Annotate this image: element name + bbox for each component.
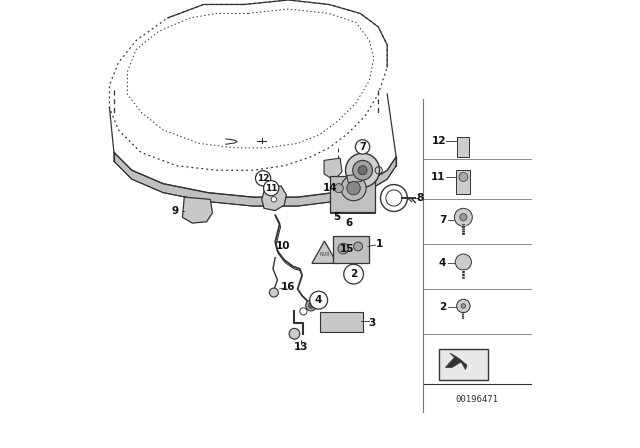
Text: 12: 12 <box>432 136 446 146</box>
Circle shape <box>353 160 372 180</box>
Circle shape <box>353 242 362 251</box>
Text: 10: 10 <box>276 241 291 251</box>
Polygon shape <box>114 152 396 206</box>
Circle shape <box>461 304 466 308</box>
Text: 00196471: 00196471 <box>455 395 499 404</box>
Text: 7: 7 <box>359 142 366 152</box>
FancyBboxPatch shape <box>456 170 470 194</box>
Text: 9: 9 <box>172 206 179 215</box>
Circle shape <box>255 171 271 186</box>
Circle shape <box>454 208 472 226</box>
Polygon shape <box>262 186 287 211</box>
FancyBboxPatch shape <box>319 312 362 332</box>
Polygon shape <box>312 241 337 263</box>
Circle shape <box>341 176 366 201</box>
Text: 3: 3 <box>369 318 376 327</box>
Text: 5: 5 <box>333 212 340 222</box>
FancyBboxPatch shape <box>333 236 369 263</box>
Text: 11: 11 <box>265 184 277 193</box>
Text: 1: 1 <box>376 239 383 249</box>
Polygon shape <box>182 197 212 223</box>
Circle shape <box>338 243 349 254</box>
Circle shape <box>346 153 380 187</box>
FancyBboxPatch shape <box>439 349 488 380</box>
Text: 11: 11 <box>431 172 445 182</box>
Text: 15: 15 <box>340 244 354 254</box>
Circle shape <box>347 181 360 195</box>
Circle shape <box>306 300 316 311</box>
Circle shape <box>460 214 467 221</box>
Text: 12: 12 <box>257 174 269 183</box>
Text: 16: 16 <box>280 282 295 292</box>
Circle shape <box>459 172 468 181</box>
Text: 4: 4 <box>315 295 323 305</box>
Text: 7: 7 <box>439 215 446 224</box>
FancyBboxPatch shape <box>457 137 468 157</box>
Text: 14: 14 <box>323 183 337 193</box>
Text: 4: 4 <box>439 258 446 268</box>
Circle shape <box>269 288 278 297</box>
Circle shape <box>455 254 472 270</box>
Circle shape <box>358 166 367 175</box>
Circle shape <box>456 299 470 313</box>
Text: 2: 2 <box>350 269 357 279</box>
Polygon shape <box>347 174 362 183</box>
Text: 13: 13 <box>294 342 308 352</box>
Text: 6: 6 <box>346 218 353 228</box>
Circle shape <box>271 197 276 202</box>
Text: 8: 8 <box>416 193 424 203</box>
Polygon shape <box>324 158 342 181</box>
Circle shape <box>308 303 314 308</box>
Circle shape <box>310 291 328 309</box>
FancyBboxPatch shape <box>330 176 375 212</box>
Circle shape <box>355 140 370 154</box>
Circle shape <box>289 328 300 339</box>
Circle shape <box>334 184 343 193</box>
Polygon shape <box>445 353 467 370</box>
Text: NUR: NUR <box>319 252 330 257</box>
Text: 2: 2 <box>439 302 446 312</box>
Circle shape <box>264 181 279 196</box>
Circle shape <box>344 264 364 284</box>
